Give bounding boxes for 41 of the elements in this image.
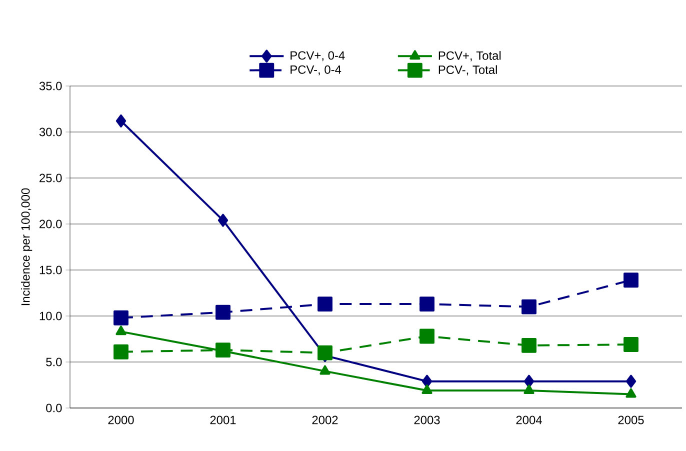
legend-label: PCV+, 0-4 bbox=[290, 51, 345, 62]
y-tick-label: 0.0 bbox=[46, 404, 62, 412]
point bbox=[216, 342, 230, 358]
y-tick-label: 10.0 bbox=[40, 312, 62, 320]
point bbox=[524, 384, 534, 394]
point bbox=[422, 384, 432, 394]
x-tick-label: 2002 bbox=[312, 416, 338, 424]
x-tick-label: 2000 bbox=[108, 416, 134, 424]
x-tick-label: 2001 bbox=[210, 416, 236, 424]
x-tick-label: 2005 bbox=[618, 416, 644, 424]
point bbox=[116, 114, 126, 128]
y-axis-title: Incidence per 100,000 bbox=[20, 188, 32, 306]
point bbox=[524, 374, 534, 388]
point bbox=[522, 338, 536, 353]
x-tick-label: 2003 bbox=[414, 416, 440, 424]
point bbox=[218, 214, 228, 227]
point bbox=[422, 374, 432, 388]
y-tick-label: 35.0 bbox=[39, 82, 62, 90]
y-tick-label: 20.0 bbox=[40, 220, 62, 228]
point bbox=[114, 310, 128, 326]
point bbox=[420, 296, 434, 312]
point bbox=[216, 304, 230, 320]
point bbox=[318, 296, 332, 312]
point bbox=[318, 345, 332, 360]
legend-label: PCV-, 0-4 bbox=[290, 65, 342, 76]
y-tick-label: 30.0 bbox=[39, 128, 62, 136]
point bbox=[624, 272, 638, 288]
point bbox=[114, 344, 128, 360]
point bbox=[116, 326, 126, 336]
point bbox=[522, 299, 536, 314]
y-tick-label: 5.0 bbox=[46, 358, 62, 366]
point bbox=[624, 337, 638, 352]
point bbox=[320, 365, 330, 375]
legend-label: PCV+, Total bbox=[438, 51, 501, 62]
point bbox=[626, 374, 636, 388]
x-tick-label: 2004 bbox=[516, 416, 542, 424]
y-tick-label: 15.0 bbox=[40, 266, 62, 274]
legend-label: PCV-, Total bbox=[438, 65, 497, 76]
y-tick-label: 25.0 bbox=[40, 174, 62, 182]
point bbox=[420, 328, 434, 344]
point bbox=[626, 388, 636, 398]
